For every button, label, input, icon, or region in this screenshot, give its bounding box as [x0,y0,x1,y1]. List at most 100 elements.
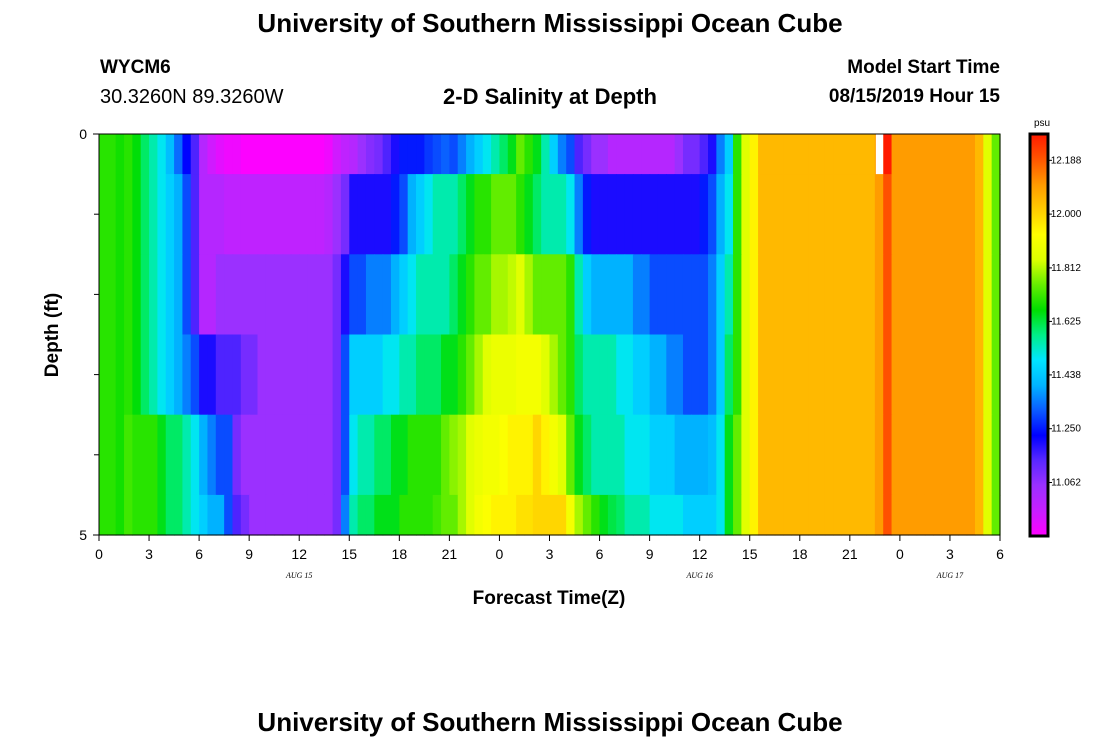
heatmap-cell [641,254,651,336]
heatmap-cell [791,494,801,536]
heatmap-cell [140,254,150,336]
heatmap-cell [507,414,517,496]
heatmap-cell [749,334,759,416]
heatmap-cell [432,494,442,536]
heatmap-cell [299,414,309,496]
heatmap-cell [924,134,934,175]
x-tick-label: 3 [946,546,954,562]
heatmap-cell [224,414,234,496]
heatmap-cell [691,334,701,416]
colorbar-tick-label: 11.062 [1051,477,1081,488]
heatmap-cell [566,334,576,416]
heatmap-cell [858,174,868,255]
heatmap-cell [199,414,209,496]
heatmap-cell [549,494,559,536]
heatmap-cell [349,414,359,496]
heatmap-cell [474,174,484,255]
heatmap-cell [157,174,167,255]
heatmap-cell [974,174,984,255]
heatmap-cell [140,174,150,255]
heatmap-cell [574,134,584,175]
heatmap-cell [883,414,893,496]
heatmap-cell [749,134,759,175]
colorbar-tick-label: 12.188 [1051,155,1082,166]
heatmap-cell [457,494,467,536]
heatmap-cell [107,334,117,416]
heatmap-cell [516,334,526,416]
heatmap-cell [833,414,843,496]
heatmap-cell [933,134,943,175]
x-tick-label: 15 [341,546,357,562]
heatmap-cell [349,174,359,255]
heatmap-cell [682,174,692,255]
heatmap-cell [149,494,158,536]
heatmap-cell [265,414,275,496]
x-tick-label: 3 [145,546,153,562]
heatmap-cell [457,174,467,255]
heatmap-cell [374,134,384,175]
heatmap-cell [799,254,809,336]
heatmap-cell [632,334,642,416]
heatmap-cell [641,414,651,496]
heatmap-cell [758,254,768,336]
heatmap-cell [324,494,334,536]
heatmap-cell [991,134,1001,175]
heatmap-cell [399,334,409,416]
heatmap-cell [799,134,809,175]
heatmap-cell [190,174,200,255]
heatmap-cell [833,334,843,416]
heatmap-cell [282,334,292,416]
heatmap-cell [966,414,976,496]
heatmap-cell [390,174,400,255]
heatmap-cell [582,494,592,536]
heatmap-cell [841,334,851,416]
x-axis: 0 3 6 9 12 15 18 21 0 3 6 9 12 15 18 21 0 3 6 AUG 15 AUG 16 A… [95,535,1004,580]
heatmap-cell [290,334,300,416]
heatmap-cell [257,134,267,175]
heatmap-cell [741,174,751,255]
heatmap-cell [983,254,993,336]
heatmap-cell [549,414,559,496]
heatmap-cell [407,134,417,175]
heatmap-cell [374,494,384,536]
heatmap-cell [833,254,843,336]
heatmap-cell [607,134,617,175]
heatmap-cell [833,134,843,175]
heatmap-cell [174,494,184,536]
heatmap-cell [557,174,567,255]
x-tick-label: 6 [596,546,604,562]
heatmap-cell [340,134,350,175]
heatmap-cell [766,254,776,336]
heatmap-cell [532,334,542,416]
heatmap-cell [282,174,292,255]
heatmap-cell [224,174,234,255]
heatmap-cell [766,494,776,536]
heatmap-cell [315,494,325,536]
heatmap-cell [290,414,300,496]
heatmap-cell [124,494,133,536]
heatmap-cell [766,414,776,496]
heatmap-cell [808,254,818,336]
heatmap-cell [691,134,701,175]
heatmap-cell [432,174,442,255]
y-axis-title: Depth (ft) [42,293,63,377]
heatmap-cell [574,414,584,496]
heatmap-cell [816,334,826,416]
heatmap-cell [324,134,334,175]
heatmap-cell [916,414,926,496]
heatmap-cell [457,254,467,336]
heatmap-cell [190,254,200,336]
heatmap-cell [516,174,526,255]
heatmap-cell [157,414,167,496]
heatmap-cell [607,494,617,536]
heatmap-cell [124,254,133,336]
heatmap-cell [582,334,592,416]
heatmap-cell [574,174,584,255]
heatmap-cell [549,254,559,336]
heatmap-cell [966,254,976,336]
heatmap-cell [858,414,868,496]
heatmap-cell [991,254,1001,336]
heatmap-cell [441,334,450,416]
heatmap-cell [232,414,242,496]
x-date-label: AUG 15 [285,571,312,580]
